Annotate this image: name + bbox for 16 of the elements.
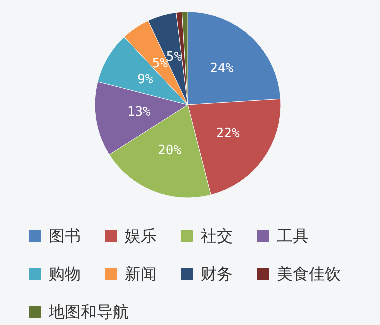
data-label: 22% (216, 126, 240, 142)
data-label: 5% (152, 56, 168, 72)
legend-label: 图书 (49, 226, 81, 246)
legend-label: 工具 (277, 226, 309, 246)
legend-label: 美食佳饮 (277, 264, 341, 284)
legend-label: 娱乐 (125, 226, 157, 246)
data-label: 20% (158, 144, 182, 159)
data-label: 9% (138, 72, 154, 88)
legend-label: 社交 (201, 226, 233, 246)
data-label: 5% (166, 50, 182, 65)
legend-label: 新闻 (125, 264, 157, 284)
legend-label: 地图和导航 (48, 302, 129, 322)
data-label: 13% (127, 105, 152, 120)
legend-label: 购物 (49, 264, 81, 284)
data-label: 24% (210, 61, 234, 76)
legend-label: 财务 (201, 264, 233, 284)
